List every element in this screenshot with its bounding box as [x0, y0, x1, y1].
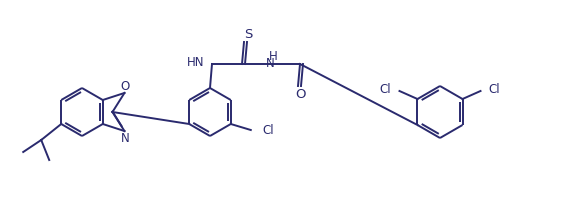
Text: O: O	[296, 88, 306, 101]
Text: Cl: Cl	[263, 123, 274, 136]
Text: H: H	[269, 50, 277, 62]
Text: N: N	[266, 57, 274, 70]
Text: S: S	[244, 28, 252, 40]
Text: Cl: Cl	[489, 82, 501, 95]
Text: HN: HN	[187, 55, 205, 68]
Text: N: N	[121, 132, 130, 145]
Text: O: O	[121, 81, 130, 94]
Text: Cl: Cl	[380, 82, 392, 95]
